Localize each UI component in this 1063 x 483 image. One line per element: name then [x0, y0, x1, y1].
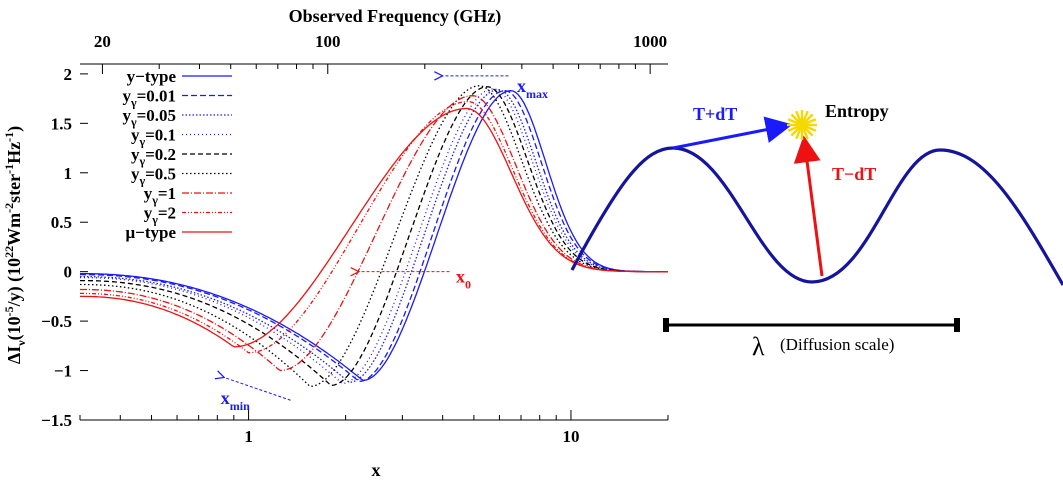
- annotation-label: x0: [456, 267, 471, 292]
- annotation-arrow: [224, 377, 291, 401]
- y-tick-label: 0.5: [51, 213, 72, 232]
- top-tick-label: 100: [315, 32, 341, 51]
- y-tick-label: −1: [54, 362, 72, 381]
- x-axis-title: x: [372, 460, 381, 480]
- burst-ray: [787, 125, 800, 132]
- series-line: [80, 107, 668, 348]
- series-line: [80, 85, 668, 387]
- svg-text:ΔIν(10-5/y) (1022Wm-2ster-1Hz-: ΔIν(10-5/y) (1022Wm-2ster-1Hz-1): [2, 126, 28, 364]
- y-tick-label: 1.5: [51, 114, 72, 133]
- scale-text: (Diffusion scale): [780, 335, 894, 354]
- annotation-label: xmax: [517, 76, 548, 101]
- series-line: [80, 89, 668, 384]
- x-axis-ticks: 1 10: [79, 410, 669, 446]
- burst-ray: [804, 125, 817, 132]
- top-axis-title: Observed Frequency (GHz): [289, 6, 502, 27]
- cold-label: T−dT: [832, 164, 876, 184]
- legend-label: μ−type: [126, 223, 177, 242]
- top-tick-label: 1000: [633, 32, 667, 51]
- burst-ray: [795, 127, 802, 140]
- burst-ray: [790, 113, 801, 124]
- y-axis-ticks: 2 1.5 1 0.5 0 −0.5 −1 −1.5: [41, 65, 88, 430]
- y-tick-label: 0: [64, 263, 73, 282]
- legend-label: yγ=0.05: [122, 106, 176, 129]
- burst-ray: [804, 118, 817, 125]
- scale-symbol: λ: [752, 332, 765, 361]
- y-tick-label: 1: [64, 164, 73, 183]
- burst-ray: [803, 126, 814, 137]
- burst-ray: [790, 126, 801, 137]
- series-line: [80, 95, 668, 372]
- annotation-label: xmin: [221, 388, 250, 413]
- diffusion-inset: T+dT Entropy T−dT λ (Diffusion scale): [570, 101, 1063, 361]
- top-tick-label: 20: [94, 32, 111, 51]
- legend-label: yγ=0.01: [122, 87, 176, 110]
- burst-ray: [803, 113, 814, 124]
- legend-label: yγ=2: [144, 204, 176, 227]
- legend-label: yγ=0.5: [131, 165, 176, 188]
- y-tick-label: −1.5: [41, 411, 72, 430]
- series-line: [80, 100, 668, 354]
- legend-label: y−type: [127, 67, 177, 86]
- series-line: [80, 90, 668, 382]
- burst-ray: [802, 127, 809, 140]
- legend-label: yγ=1: [144, 184, 176, 207]
- warm-arrow: [672, 116, 793, 150]
- series-line: [80, 90, 668, 382]
- entropy-label: Entropy: [825, 101, 889, 121]
- y-tick-label: 2: [64, 65, 73, 84]
- top-axis-ticks: 20 100 1000: [94, 32, 667, 74]
- entropy-burst-icon: [787, 110, 817, 140]
- burst-ray: [787, 118, 800, 125]
- y-tick-label: −0.5: [41, 312, 72, 331]
- temperature-wave: [570, 146, 1063, 286]
- burst-ray: [802, 110, 809, 123]
- y-axis-title: ΔIν(10-5/y) (1022Wm-2ster-1Hz-1): [2, 126, 28, 364]
- legend: y−typeyγ=0.01yγ=0.05yγ=0.1yγ=0.2yγ=0.5yγ…: [122, 67, 232, 242]
- x-tick-label: 10: [562, 427, 579, 446]
- series-line: [80, 86, 668, 387]
- series-lines: [80, 85, 668, 387]
- burst-core: [798, 121, 806, 129]
- warm-label: T+dT: [693, 104, 737, 124]
- cold-arrow: [793, 135, 824, 277]
- x-tick-label: 1: [244, 427, 253, 446]
- plot-axes: [80, 63, 668, 421]
- burst-ray: [795, 110, 802, 123]
